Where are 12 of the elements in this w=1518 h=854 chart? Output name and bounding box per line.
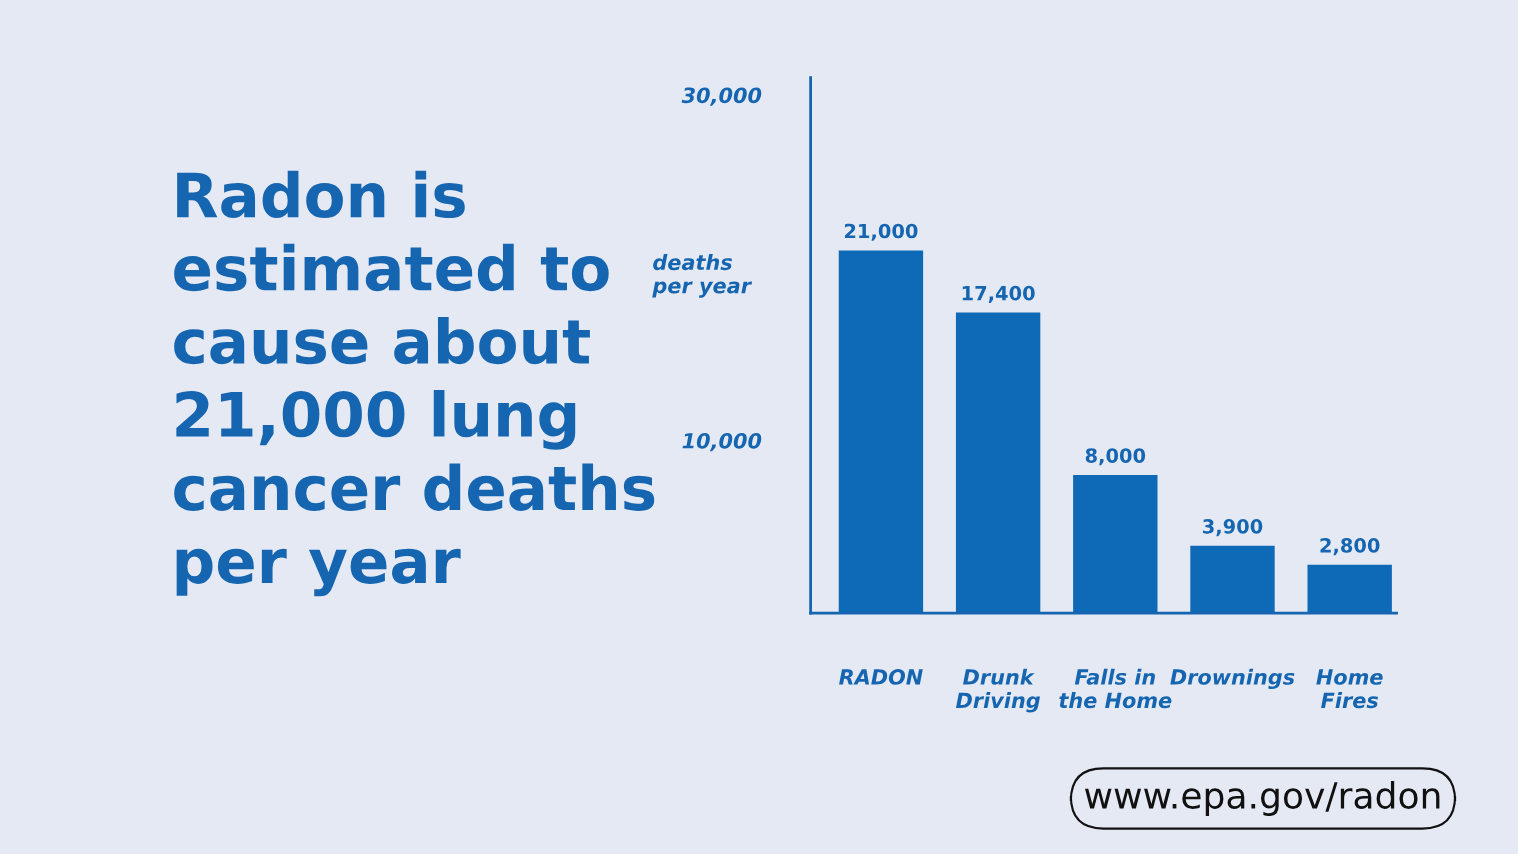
data-label: 21,000 [844, 223, 918, 241]
x-tick-label: Drownings [1170, 668, 1295, 690]
y-tick-label: 30,000 [681, 87, 762, 106]
x-tick-label: RADON [839, 669, 923, 685]
data-label: 8,000 [1085, 448, 1146, 466]
data-label: 17,400 [962, 285, 1035, 304]
text: www.epa.gov/radon [1085, 781, 1440, 816]
x-tick-label: Home Fires [1316, 669, 1383, 709]
data-label: 3,900 [1203, 519, 1263, 537]
data-label: 2,800 [1320, 538, 1380, 556]
x-tick-label: Drunk Driving [955, 668, 1040, 713]
y-tick-label: 10,000 [682, 432, 762, 452]
